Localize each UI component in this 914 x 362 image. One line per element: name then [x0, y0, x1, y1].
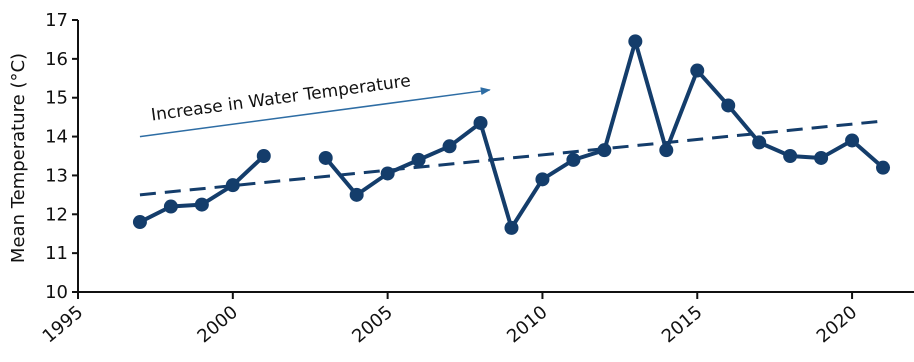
y-tick-label: 10	[45, 282, 68, 303]
trendline-layer	[139, 119, 884, 197]
data-point	[721, 98, 736, 113]
data-point	[473, 115, 488, 130]
x-tick-label: 2015	[658, 302, 707, 348]
y-axis-title: Mean Temperature (°C)	[8, 53, 29, 263]
data-point	[876, 160, 891, 175]
axes: 10 11 12 13 14 15 16 17 1995 2000 2005 2010 2015 2020…	[8, 10, 914, 347]
y-tick-label: 12	[45, 204, 68, 225]
data-point	[628, 34, 643, 49]
data-point	[597, 143, 612, 158]
data-point	[659, 143, 674, 158]
annotation-arrow	[139, 87, 491, 138]
data-point	[411, 152, 426, 167]
y-tick-label: 11	[45, 243, 68, 264]
x-tick-label: 2020	[813, 302, 862, 348]
x-tick-label: 2000	[193, 302, 242, 348]
y-tick-label: 17	[45, 10, 68, 31]
data-point	[442, 139, 457, 154]
y-tick-label: 14	[45, 127, 68, 148]
y-tick-label: 16	[45, 49, 68, 70]
series-line	[324, 39, 885, 230]
data-point	[814, 150, 829, 165]
y-tick-label: 15	[45, 88, 68, 109]
data-point	[535, 172, 550, 187]
annotation-layer: Increase in Water Temperature	[139, 71, 491, 138]
x-tick-label: 2010	[503, 302, 552, 348]
data-point	[752, 135, 767, 150]
data-point	[845, 133, 860, 148]
y-tick-label: 13	[45, 165, 68, 186]
data-point	[349, 187, 364, 202]
x-tick-label: 1995	[39, 302, 88, 348]
data-point	[566, 152, 581, 167]
data-point	[504, 220, 519, 235]
series-layer	[132, 34, 891, 235]
data-point	[380, 166, 395, 181]
data-point	[256, 149, 271, 163]
x-tick-label: 2005	[348, 302, 397, 348]
data-point	[194, 197, 209, 212]
data-point	[783, 149, 798, 163]
trendline	[139, 119, 884, 197]
data-point	[690, 63, 705, 78]
data-point	[318, 150, 333, 165]
data-point	[163, 199, 178, 214]
data-point	[132, 215, 147, 230]
data-point	[225, 178, 240, 193]
